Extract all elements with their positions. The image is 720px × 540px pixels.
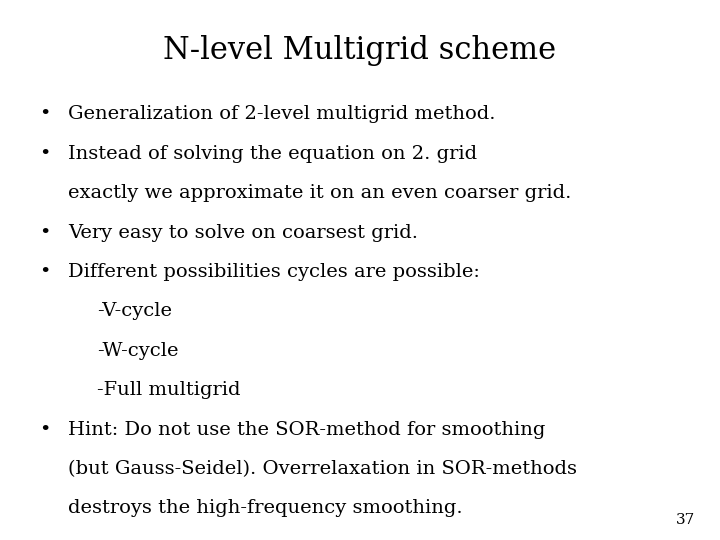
Text: Generalization of 2-level multigrid method.: Generalization of 2-level multigrid meth… xyxy=(68,105,496,123)
Text: -V-cycle: -V-cycle xyxy=(97,302,172,320)
Text: exactly we approximate it on an even coarser grid.: exactly we approximate it on an even coa… xyxy=(68,184,572,202)
Text: Very easy to solve on coarsest grid.: Very easy to solve on coarsest grid. xyxy=(68,224,418,241)
Text: Hint: Do not use the SOR-method for smoothing: Hint: Do not use the SOR-method for smoo… xyxy=(68,421,546,438)
Text: (but Gauss-Seidel). Overrelaxation in SOR-methods: (but Gauss-Seidel). Overrelaxation in SO… xyxy=(68,460,577,478)
Text: •: • xyxy=(40,421,51,438)
Text: •: • xyxy=(40,105,51,123)
Text: 37: 37 xyxy=(675,512,695,526)
Text: Different possibilities cycles are possible:: Different possibilities cycles are possi… xyxy=(68,263,480,281)
Text: •: • xyxy=(40,263,51,281)
Text: N-level Multigrid scheme: N-level Multigrid scheme xyxy=(163,35,557,66)
Text: -Full multigrid: -Full multigrid xyxy=(97,381,240,399)
Text: •: • xyxy=(40,145,51,163)
Text: -W-cycle: -W-cycle xyxy=(97,342,179,360)
Text: •: • xyxy=(40,224,51,241)
Text: destroys the high-frequency smoothing.: destroys the high-frequency smoothing. xyxy=(68,500,463,517)
Text: Instead of solving the equation on 2. grid: Instead of solving the equation on 2. gr… xyxy=(68,145,477,163)
